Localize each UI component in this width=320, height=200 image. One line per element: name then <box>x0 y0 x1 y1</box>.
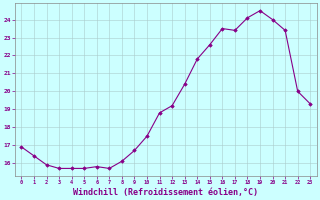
X-axis label: Windchill (Refroidissement éolien,°C): Windchill (Refroidissement éolien,°C) <box>73 188 258 197</box>
